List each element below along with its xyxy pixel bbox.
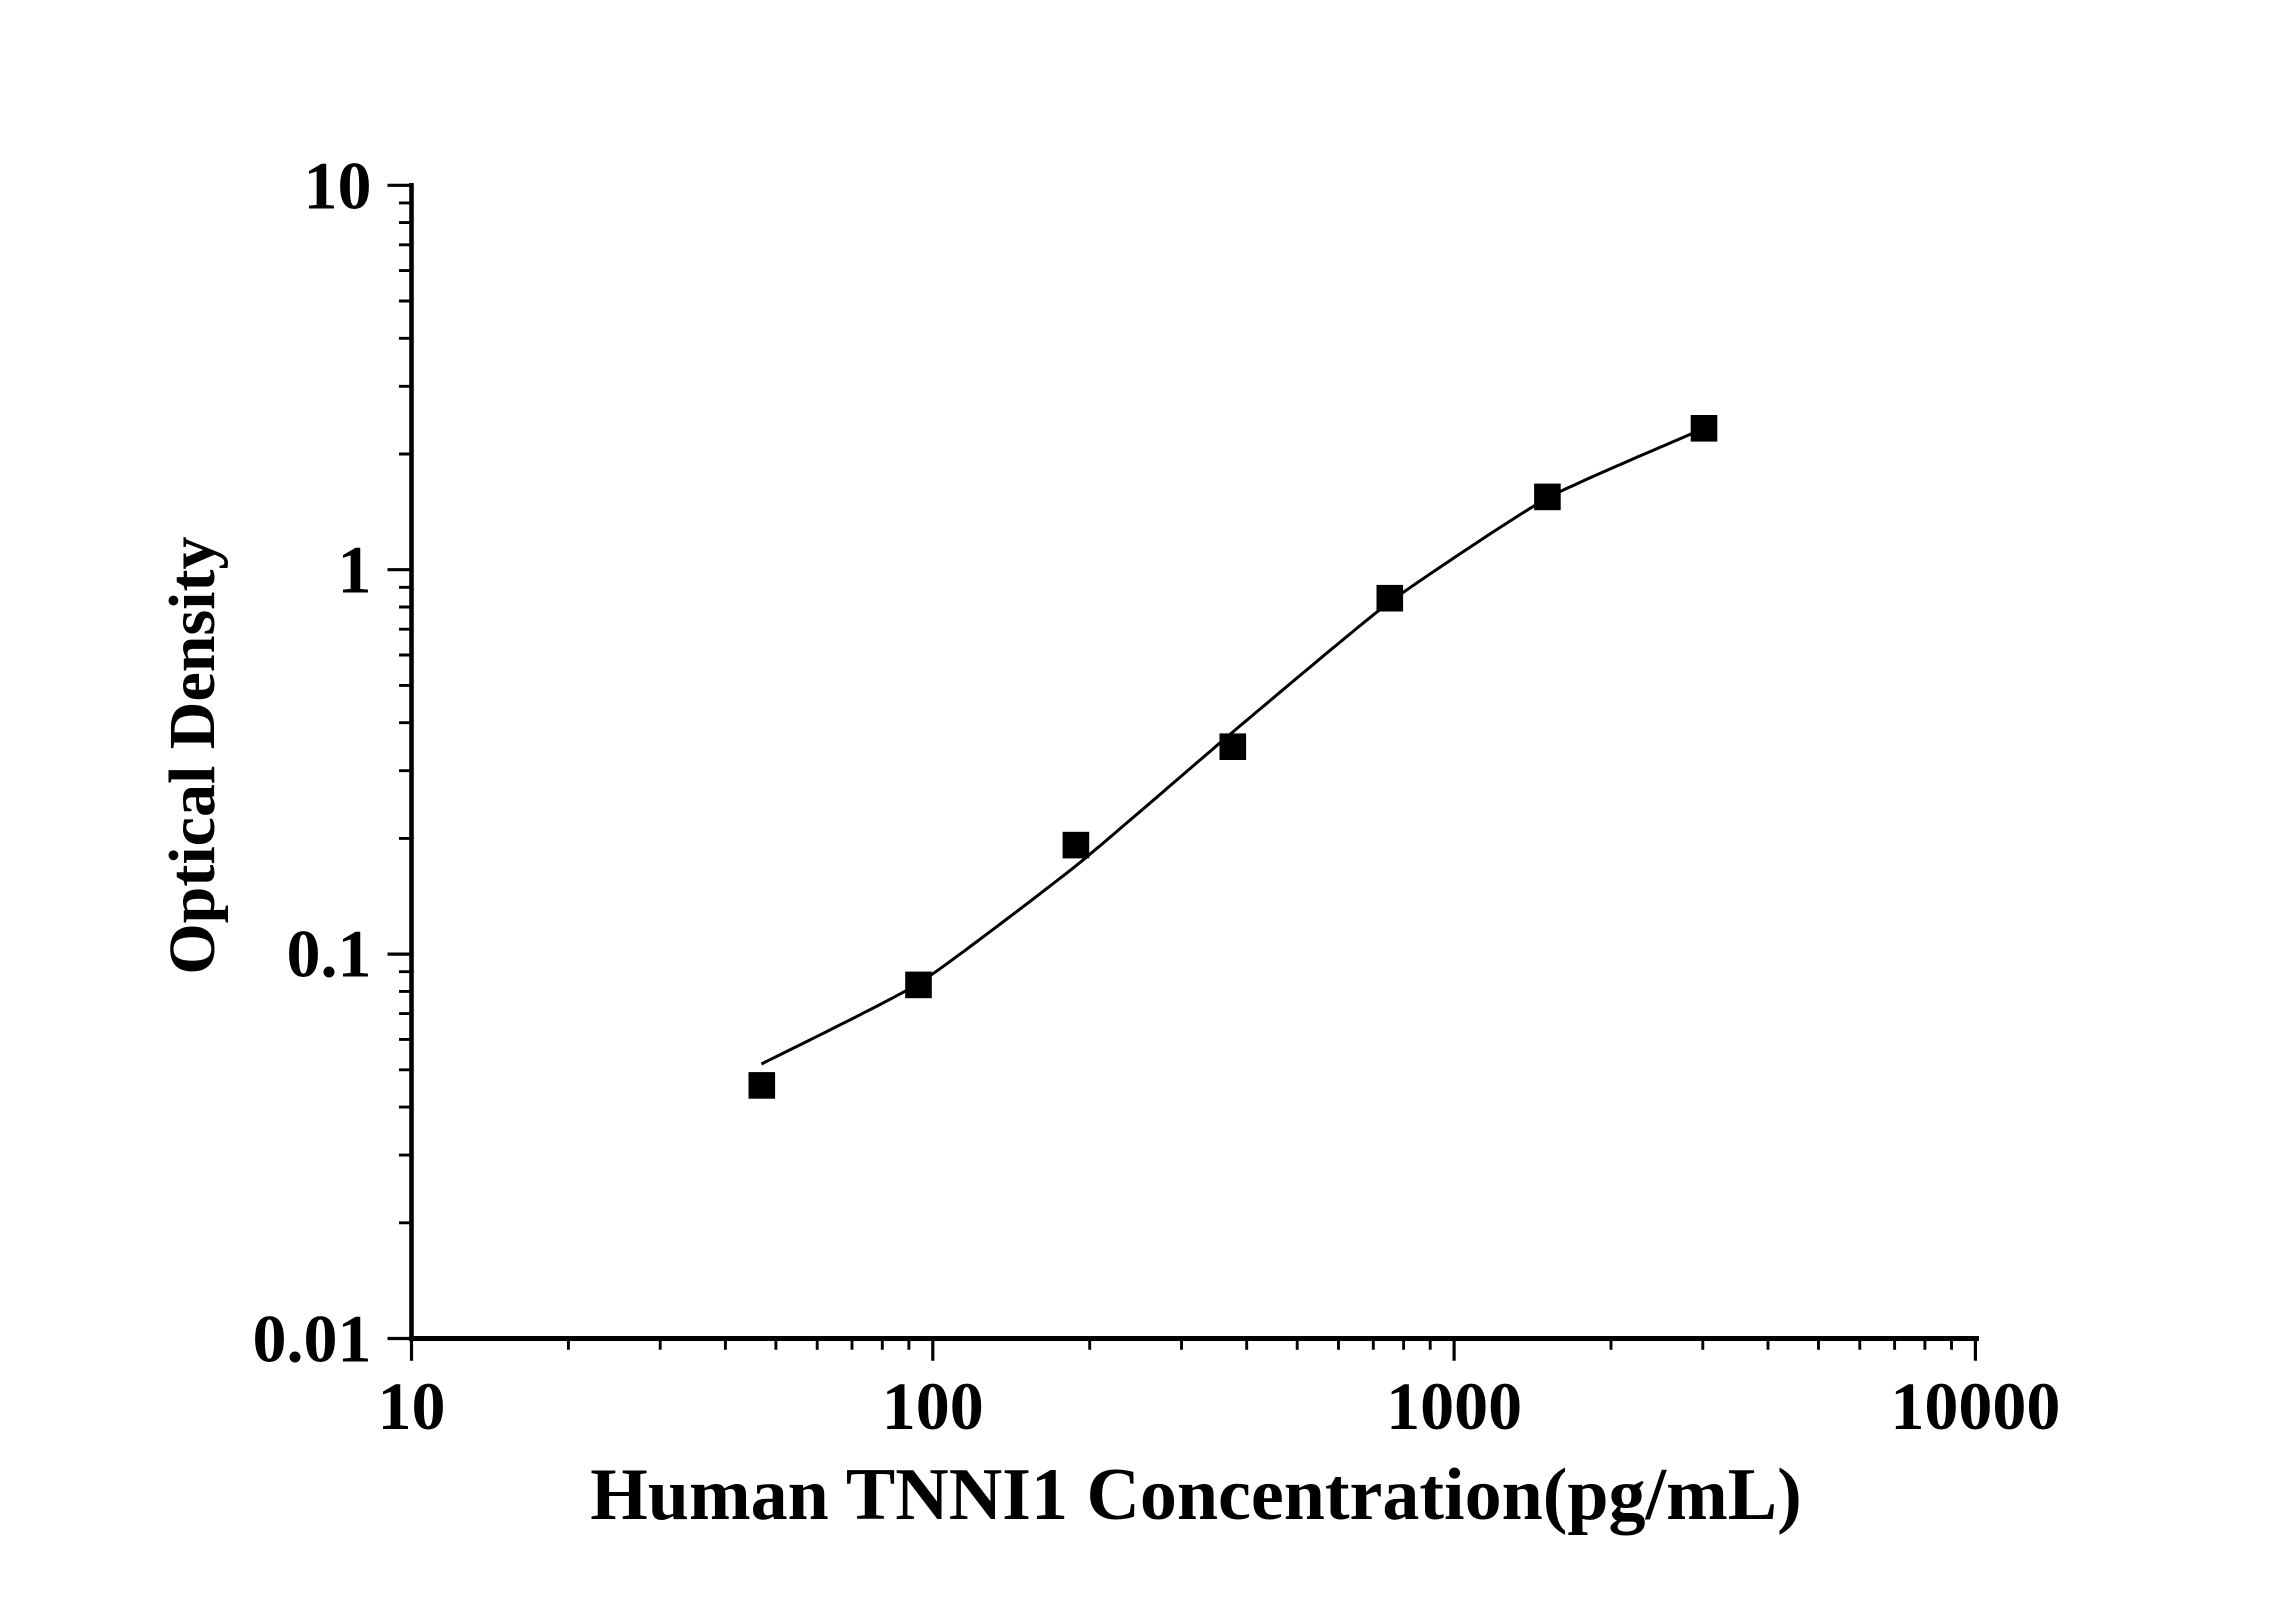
svg-text:0.1: 0.1 xyxy=(287,915,372,991)
svg-text:0.01: 0.01 xyxy=(253,1301,372,1377)
svg-text:Human TNNI1 Concentration(pg/m: Human TNNI1 Concentration(pg/mL) xyxy=(590,1454,1802,1536)
svg-text:10: 10 xyxy=(304,147,372,223)
svg-text:1: 1 xyxy=(338,532,372,608)
svg-text:1000: 1000 xyxy=(1386,1368,1522,1444)
svg-text:100: 100 xyxy=(882,1368,984,1444)
svg-text:10000: 10000 xyxy=(1890,1368,2060,1444)
svg-text:10: 10 xyxy=(378,1368,446,1444)
svg-text:Optical Density: Optical Density xyxy=(156,537,229,975)
